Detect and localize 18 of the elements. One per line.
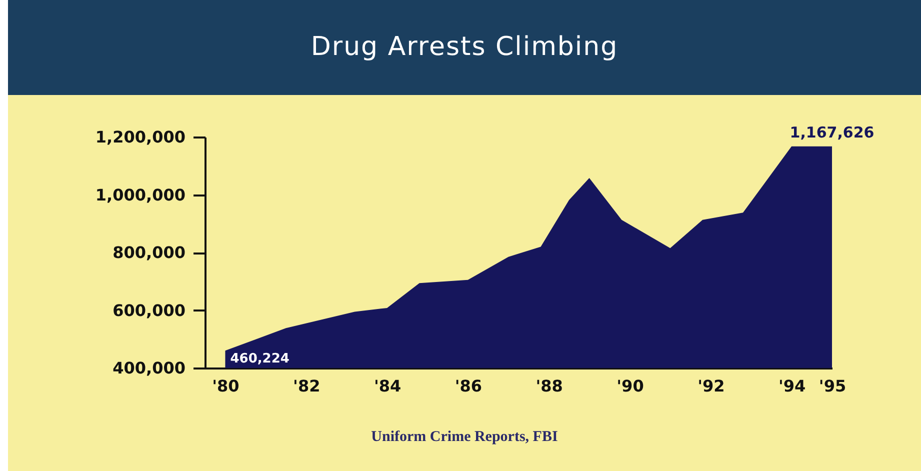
x-tick-label: '95	[818, 376, 846, 396]
data-label: 1,167,626	[790, 123, 874, 142]
x-tick-label: '84	[374, 376, 402, 396]
data-label: 460,224	[230, 352, 290, 367]
y-tick-label: 800,000	[112, 243, 186, 262]
x-tick-label: '80	[212, 376, 240, 396]
x-tick-label: '88	[536, 376, 563, 396]
text: Uniform Crime Reports, FBI	[370, 429, 559, 446]
x-tick-label: '82	[293, 376, 320, 396]
chart-title: Drug Arrests Climbing	[8, 0, 921, 95]
y-tick-label: 1,200,000	[95, 128, 186, 146]
x-tick-label: '86	[454, 376, 482, 396]
x-tick-label: '92	[698, 376, 725, 396]
y-tick-label: 400,000	[112, 358, 186, 378]
y-tick-label: 1,000,000	[95, 185, 186, 204]
x-tick-label: '90	[616, 376, 644, 396]
y-tick-label: 600,000	[112, 300, 186, 320]
x-tick-label: '94	[778, 376, 806, 396]
